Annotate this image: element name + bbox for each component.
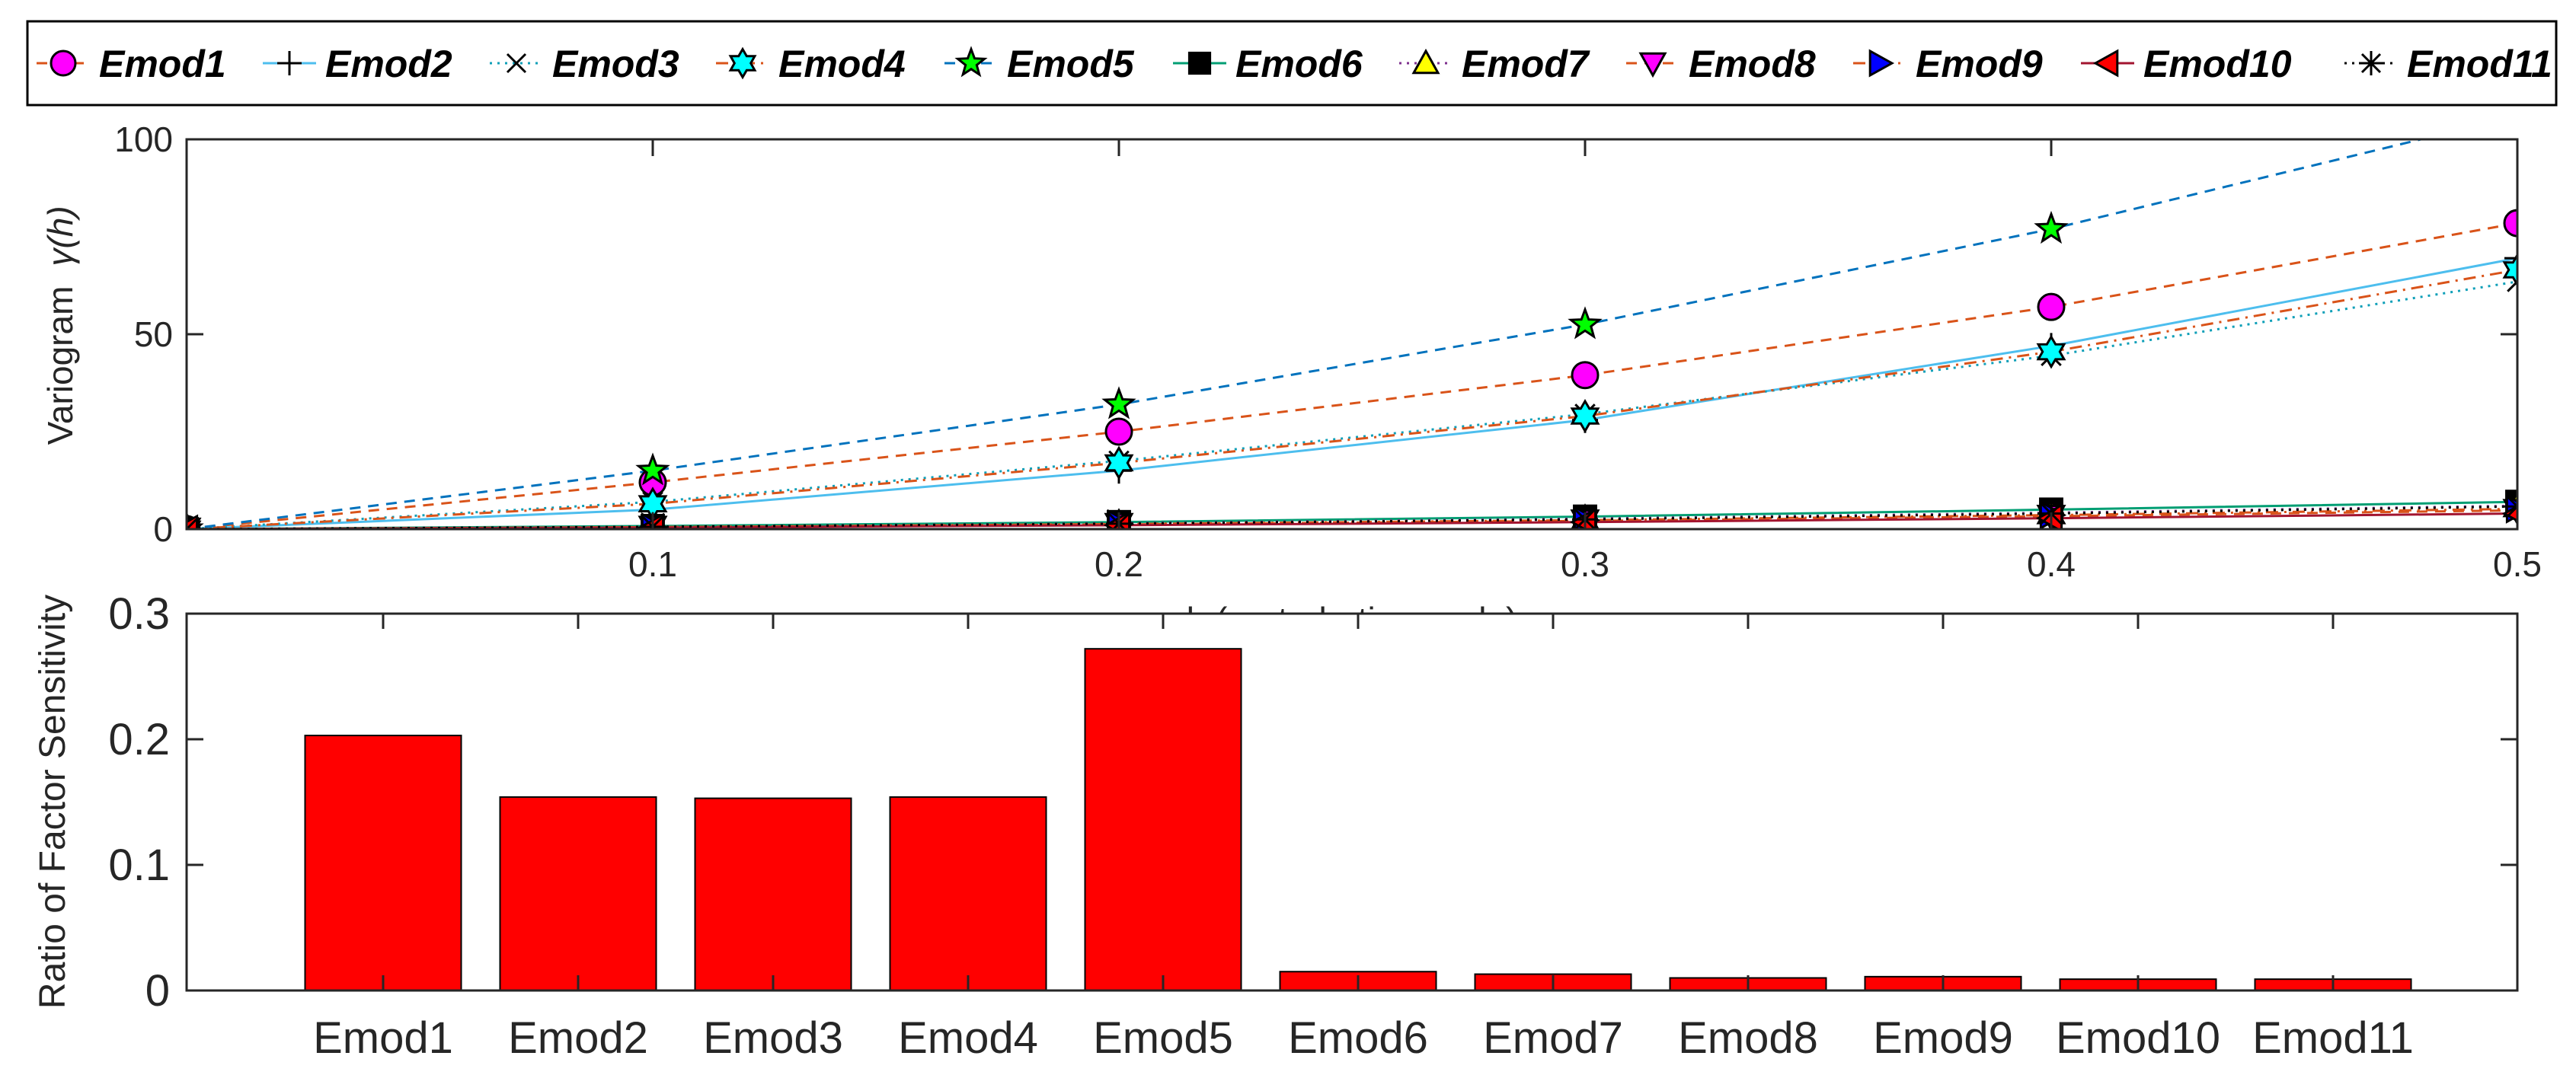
data-point-emod5-1 (635, 452, 670, 486)
series-line-emod3 (187, 280, 2517, 529)
series-line-emod4 (187, 269, 2517, 529)
bar-emod1 (304, 735, 462, 991)
legend-item-emod2: Emod2 (263, 43, 452, 85)
data-point-emod5-2 (1101, 386, 1136, 419)
legend-item-emod8: Emod8 (1626, 43, 1816, 85)
legend-item-emod10: Emod10 (2081, 43, 2292, 85)
legend-label: Emod8 (1689, 43, 1816, 85)
legend: Emod1 Emod2 Emod3 Emod4 Emod5 Emod6 Emod7 Emod8… (26, 20, 2558, 107)
legend-item-emod6: Emod6 (1173, 43, 1363, 85)
bar-x-tick-label: Emod3 (703, 1013, 843, 1063)
legend-item-emod3: Emod3 (490, 43, 679, 85)
legend-marker-emod2 (277, 51, 302, 75)
data-point-emod10-2 (1103, 510, 1131, 529)
legend-marker-emod11 (2359, 51, 2383, 75)
legend-item-emod5: Emod5 (944, 43, 1135, 85)
legend-label: Emod2 (325, 43, 452, 85)
bar-emod3 (694, 797, 852, 992)
bar-x-tick-label: Emod11 (2252, 1013, 2414, 1063)
bar-x-tick-label: Emod1 (313, 1013, 453, 1063)
legend-marker-emod5 (954, 46, 988, 78)
line-x-tick-label: 0.4 (2027, 544, 2076, 584)
line-x-tick-label: 0.3 (1561, 544, 1609, 584)
bar-x-tick-label: Emod8 (1678, 1013, 1818, 1063)
legend-box (26, 20, 2558, 107)
bar-plot-frame (185, 612, 2519, 992)
series-line-emod11 (187, 505, 2517, 529)
line-x-tick-label: 0.5 (2493, 544, 2542, 584)
data-point-emod2-5 (2504, 245, 2517, 272)
legend-label: Emod3 (552, 43, 679, 85)
data-point-emod1-4 (2037, 292, 2066, 321)
line-y-tick-label: 100 (114, 120, 173, 159)
legend-item-emod9: Emod9 (1853, 43, 2043, 85)
bar-x-tick-label: Emod10 (2056, 1013, 2220, 1063)
data-point-emod1-3 (1571, 361, 1600, 390)
bar-y-tick-label: 0.1 (108, 841, 170, 890)
bar-emod2 (499, 796, 657, 992)
series-line-emod2 (187, 257, 2517, 529)
bar-emod5 (1084, 648, 1242, 991)
bar-y-tick-label: 0 (145, 966, 170, 1016)
legend-label: Emod4 (778, 43, 906, 85)
legend-label: Emod6 (1235, 43, 1363, 85)
data-point-emod5-3 (1568, 306, 1603, 340)
bar-x-tick-label: Emod2 (508, 1013, 648, 1063)
data-point-emod4-3 (1570, 399, 1600, 434)
series-line-emod1 (187, 222, 2517, 529)
line-plot-area (187, 139, 2517, 529)
legend-label: Emod9 (1916, 43, 2043, 85)
bar-emod4 (889, 796, 1047, 992)
legend-marker-emod6 (1187, 51, 1212, 75)
legend-item-emod7: Emod7 (1399, 43, 1590, 85)
data-point-emod5-4 (2034, 210, 2069, 244)
line-y-axis-label: Variogram (40, 286, 80, 445)
data-point-emod4-4 (2036, 334, 2066, 369)
bar-x-tick-label: Emod4 (898, 1013, 1038, 1063)
line-x-tick-label: 0.1 (628, 544, 677, 584)
line-y-axis-symbol: γ(h) (40, 206, 80, 266)
legend-marker-emod10 (2092, 49, 2119, 78)
bar-x-tick-label: Emod5 (1093, 1013, 1233, 1063)
legend-item-emod1: Emod1 (37, 43, 226, 85)
legend-marker-emod1 (50, 49, 77, 77)
bar-x-tick-label: Emod6 (1288, 1013, 1428, 1063)
data-point-emod1-2 (1104, 417, 1133, 446)
series-line-emod5 (187, 139, 2426, 529)
line-x-tick-label: 0.2 (1095, 544, 1143, 584)
legend-marker-emod7 (1411, 48, 1440, 75)
line-y-tick-label: 0 (153, 509, 173, 549)
bar-y-tick-label: 0.3 (108, 589, 170, 639)
legend-marker-emod9 (1868, 49, 1895, 78)
legend-marker-emod4 (728, 46, 757, 80)
legend-label: Emod1 (99, 43, 226, 85)
legend-label: Emod7 (1462, 43, 1590, 85)
legend-item-emod4: Emod4 (716, 43, 906, 85)
bar-x-tick-label: Emod7 (1483, 1013, 1623, 1063)
bar-y-axis-label: Ratio of Factor Sensitivity (33, 595, 73, 1009)
data-point-emod4-5 (2502, 253, 2517, 288)
legend-item-emod11: Emod11 (2344, 43, 2552, 85)
line-y-tick-label: 50 (134, 314, 173, 354)
legend-marker-emod8 (1638, 52, 1667, 78)
data-point-emod4-2 (1104, 445, 1134, 480)
bar-y-tick-label: 0.2 (108, 715, 170, 764)
legend-marker-emod3 (506, 53, 527, 74)
bar-x-tick-label: Emod9 (1873, 1013, 2013, 1063)
legend-label: Emod10 (2143, 43, 2292, 85)
data-point-emod1-5 (2503, 209, 2517, 238)
legend-label: Emod5 (1007, 43, 1135, 85)
sensitivity-bar-chart: Emod1 Emod2 Emod3 Emod4 Emod5 Emod6 Emod7 Emod8… (33, 589, 2519, 1063)
legend-label: Emod11 (2407, 43, 2552, 85)
